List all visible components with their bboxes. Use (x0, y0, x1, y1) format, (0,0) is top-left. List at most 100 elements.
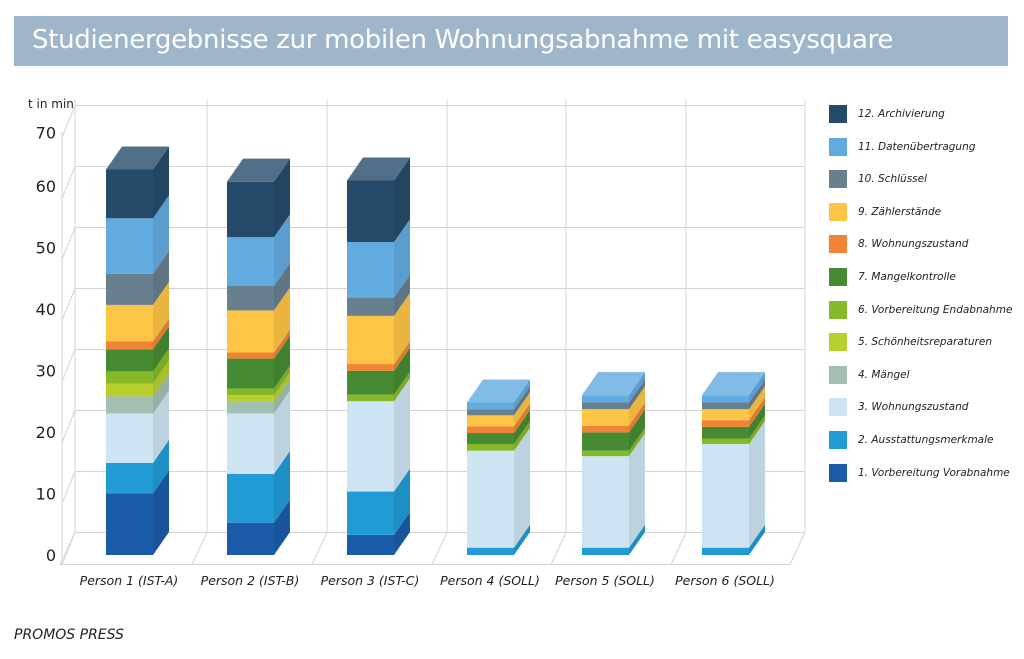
bar-segment (467, 426, 514, 433)
legend-label: 4. Mängel (858, 368, 910, 381)
bar-segment-side (514, 427, 530, 548)
bar-segment-side (749, 379, 765, 410)
bar-segment (347, 394, 394, 402)
bar-segment (227, 358, 274, 389)
bar-segment-side (749, 403, 765, 439)
bar-segment (467, 415, 514, 427)
y-ticks: 0 10 20 30 40 50 60 70 (36, 124, 56, 566)
bar-segment (347, 491, 394, 535)
bar-segment-side (153, 250, 169, 305)
bar-segment-side (274, 287, 290, 353)
floor-line (311, 532, 328, 565)
y-tick-label: 20 (36, 423, 56, 442)
bar-segment-side (749, 386, 765, 421)
bar-segment (702, 409, 749, 421)
floor-line (670, 532, 687, 565)
legend-item: 10. Schlüssel (829, 170, 1019, 190)
bar-segment-side (153, 146, 169, 219)
legend-swatch (829, 137, 847, 156)
bar-segment-side (629, 386, 645, 426)
y-tick-label: 30 (36, 362, 56, 381)
legend-label: 8. Wohnungszustand (858, 238, 969, 251)
bar-segment (582, 402, 629, 410)
floor-line (191, 532, 208, 565)
bar-segment (227, 395, 274, 402)
bar-segment-side (153, 373, 169, 414)
bar-segment-side (274, 365, 290, 396)
bar-segment (227, 237, 274, 286)
bar-segment-side (153, 326, 169, 372)
bar-segment-side (629, 427, 645, 457)
bars (106, 146, 765, 555)
bar-top-face (582, 372, 645, 396)
bar-top-face (106, 146, 169, 170)
bar-segment (582, 547, 629, 555)
x-tick-label: Person 4 (SOLL) (440, 573, 540, 588)
x-tick-labels: Person 1 (IST-A) Person 2 (IST-B) Person 3… (80, 573, 775, 588)
bar-segment (106, 273, 153, 305)
bar-segment (106, 218, 153, 274)
bar-top-face (227, 158, 290, 182)
bar-segment (106, 349, 153, 372)
bar-segment-side (514, 379, 530, 410)
bar-segment-side (749, 397, 765, 427)
bar-segment-side (514, 386, 530, 416)
bar-segment (347, 180, 394, 243)
bar-segment-side (394, 157, 410, 243)
gridline-side (61, 349, 76, 382)
gridline-side (61, 288, 76, 321)
bar-segment-side (394, 292, 410, 365)
bar-segment-side (274, 158, 290, 238)
y-axis-label: t in min (28, 97, 74, 111)
bar-segment-side (274, 335, 290, 389)
bar-segment-side (274, 390, 290, 474)
bar-segment-side (394, 378, 410, 492)
legend-swatch (829, 398, 847, 417)
bar-segment (347, 370, 394, 395)
bar-segment (582, 425, 629, 433)
bar-segment (106, 341, 153, 350)
bar-segment-side (153, 439, 169, 494)
bar-segment-side (514, 403, 530, 433)
x-tick-label: Person 5 (SOLL) (555, 573, 655, 588)
bar-segment (227, 473, 274, 523)
bar-segment-side (394, 341, 410, 371)
bar-segment (106, 169, 153, 219)
bar-stack (106, 146, 169, 555)
bar-segment (106, 383, 153, 397)
y-tick-label: 0 (46, 546, 56, 565)
bar-segment-side (274, 262, 290, 311)
legend-item: 4. Mängel (829, 365, 1019, 386)
bar-segment-side (629, 409, 645, 451)
bar-segment (227, 352, 274, 359)
bar-segment (582, 450, 629, 457)
bar-segment-side (394, 347, 410, 395)
gridline-side (61, 410, 76, 443)
legend-label: 6. Vorbereitung Endabnahme (858, 303, 1013, 316)
bar-segment (702, 443, 749, 548)
bar-segment-side (153, 318, 169, 350)
legend-label: 10. Schlüssel (858, 173, 928, 186)
legend-label: 11. Datenübertragung (858, 140, 976, 153)
bar-top-face (702, 372, 765, 396)
y-tick-label: 70 (36, 124, 56, 143)
gridline-side (61, 105, 76, 138)
legend-item: 3. Wohnungszustand (829, 398, 1019, 418)
bar-stack (347, 157, 410, 555)
bar-segment (467, 450, 514, 548)
bar-top-face (347, 157, 410, 181)
bar-segment (467, 547, 514, 555)
bar-segment-side (394, 511, 410, 555)
footer-credit: PROMOS PRESS (14, 627, 124, 643)
legend-label: 2. Ausstattungsmerkmale (858, 434, 994, 446)
legend-swatch (829, 268, 847, 286)
legend-label: 3. Wohnungszustand (858, 401, 969, 414)
bar-segment (702, 438, 749, 444)
bar-segment (106, 396, 153, 414)
y-tick-label: 10 (36, 485, 56, 504)
x-tick-label: Person 2 (IST-B) (201, 573, 300, 588)
legend-item: 2. Ausstattungsmerkmale (829, 431, 1019, 451)
bar-segment-side (629, 433, 645, 548)
bar-segment (347, 534, 394, 555)
floor-line (431, 532, 448, 565)
